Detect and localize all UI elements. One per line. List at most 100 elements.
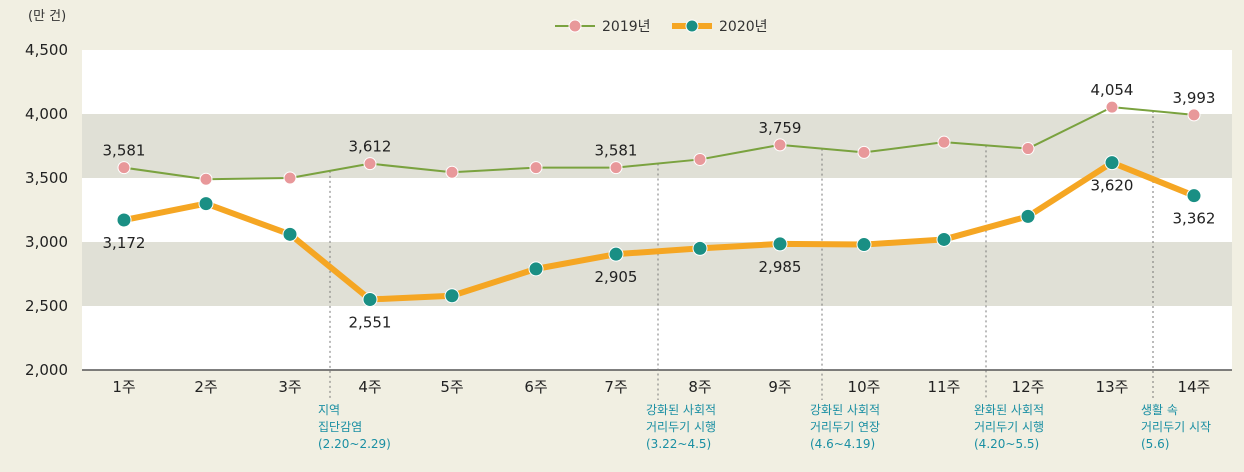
- plot-band: [82, 114, 1232, 178]
- x-tick-label: 10주: [848, 378, 881, 396]
- data-label: 3,581: [103, 142, 146, 160]
- data-point: [363, 157, 377, 171]
- data-point: [199, 172, 213, 186]
- plot-band: [82, 50, 1232, 114]
- event-annotation-line: 집단감염: [318, 420, 362, 434]
- data-point: [936, 231, 952, 247]
- x-tick-label: 9주: [768, 378, 791, 396]
- event-annotation-line: 거리두기 시작: [1141, 420, 1211, 434]
- x-tick-label: 1주: [112, 378, 135, 396]
- data-point: [1104, 155, 1120, 171]
- x-tick-label: 3주: [278, 378, 301, 396]
- data-point: [1187, 108, 1201, 122]
- legend-marker: [568, 19, 582, 33]
- event-annotation-line: 지역: [318, 403, 340, 417]
- x-tick-label: 5주: [440, 378, 463, 396]
- data-point: [609, 161, 623, 175]
- plot-band: [82, 178, 1232, 242]
- data-point: [1105, 100, 1119, 114]
- data-point: [693, 152, 707, 166]
- event-annotation-line: 강화된 사회적: [810, 403, 880, 417]
- series-lines: [121, 106, 1197, 303]
- data-point: [117, 161, 131, 175]
- data-point: [773, 138, 787, 152]
- series-line-2019: [123, 106, 1195, 181]
- y-tick-label: 4,500: [25, 41, 68, 59]
- data-point: [692, 240, 708, 256]
- data-point: [529, 161, 543, 175]
- legend-marker: [685, 19, 699, 33]
- data-point: [444, 288, 460, 304]
- event-annotation-line: (4.20~5.5): [974, 437, 1039, 451]
- y-tick-label: 2,000: [25, 361, 68, 379]
- data-point: [1021, 142, 1035, 156]
- data-label: 2,551: [349, 313, 392, 331]
- y-axis-ticks: 2,000 2,500 3,000 3,500 4,000 4,500: [25, 41, 68, 379]
- event-guide-lines: [329, 110, 1154, 400]
- legend-entry: 2019년: [602, 19, 651, 35]
- event-annotation-line: 완화된 사회적: [974, 403, 1044, 417]
- data-label: 4,054: [1091, 81, 1134, 99]
- data-point: [445, 165, 459, 179]
- data-point: [856, 237, 872, 253]
- event-annotation-line: 거리두기 시행: [974, 419, 1044, 434]
- event-annotation-line: (2.20~2.29): [318, 437, 391, 451]
- data-label: 2,985: [759, 258, 802, 276]
- data-label: 3,993: [1173, 89, 1216, 107]
- event-annotation-line: (3.22~4.5): [646, 437, 711, 451]
- data-point: [282, 226, 298, 242]
- x-tick-label: 7주: [604, 378, 627, 396]
- x-tick-label: 6주: [524, 378, 547, 396]
- x-axis-ticks: 1주 2주 3주 4주 5주 6주 7주 8주 9주 10주 11주 12주 13주 14주: [112, 378, 1210, 396]
- y-tick-label: 2,500: [25, 297, 68, 315]
- data-label: 3,172: [103, 234, 146, 252]
- event-annotation-line: 거리두기 시행: [646, 419, 716, 434]
- y-tick-label: 3,500: [25, 169, 68, 187]
- data-labels: 3,581 3,612 3,581 3,759 4,054 3,993 3,172 2,551…: [103, 81, 1216, 331]
- data-label: 3,620: [1091, 177, 1134, 195]
- data-point: [1186, 188, 1202, 204]
- data-label: 3,581: [595, 142, 638, 160]
- series-markers: [116, 100, 1202, 307]
- data-point: [772, 236, 788, 252]
- legend-entry: 2020년: [719, 19, 768, 35]
- data-point: [283, 171, 297, 185]
- event-annotation-line: 생활 속: [1141, 403, 1178, 417]
- unit-label: (만 건): [28, 9, 66, 24]
- data-point: [116, 212, 132, 228]
- event-annotation-line: (4.6~4.19): [810, 437, 875, 451]
- x-tick-label: 11주: [928, 378, 961, 396]
- data-point: [198, 196, 214, 212]
- event-annotation-line: 강화된 사회적: [646, 403, 716, 417]
- x-tick-label: 8주: [688, 378, 711, 396]
- x-tick-label: 12주: [1012, 378, 1045, 396]
- y-tick-label: 4,000: [25, 105, 68, 123]
- data-point: [937, 135, 951, 149]
- plot-bands: [82, 50, 1232, 371]
- data-label: 3,612: [349, 138, 392, 156]
- data-point: [528, 261, 544, 277]
- data-point: [857, 145, 871, 159]
- data-point: [1020, 208, 1036, 224]
- event-annotation-line: 거리두기 연장: [810, 420, 880, 434]
- data-point: [362, 291, 378, 307]
- data-label: 3,362: [1173, 210, 1216, 228]
- plot-band: [82, 306, 1232, 370]
- x-tick-label: 4주: [358, 378, 381, 396]
- event-annotation-line: (5.6): [1141, 437, 1169, 451]
- x-tick-label: 13주: [1096, 378, 1129, 396]
- x-tick-label: 14주: [1178, 378, 1211, 396]
- x-tick-label: 2주: [194, 378, 217, 396]
- series-line-2020: [121, 159, 1197, 303]
- y-tick-label: 3,000: [25, 233, 68, 251]
- data-label: 2,905: [595, 268, 638, 286]
- data-point: [608, 246, 624, 262]
- legend: 2019년 2020년: [555, 19, 768, 35]
